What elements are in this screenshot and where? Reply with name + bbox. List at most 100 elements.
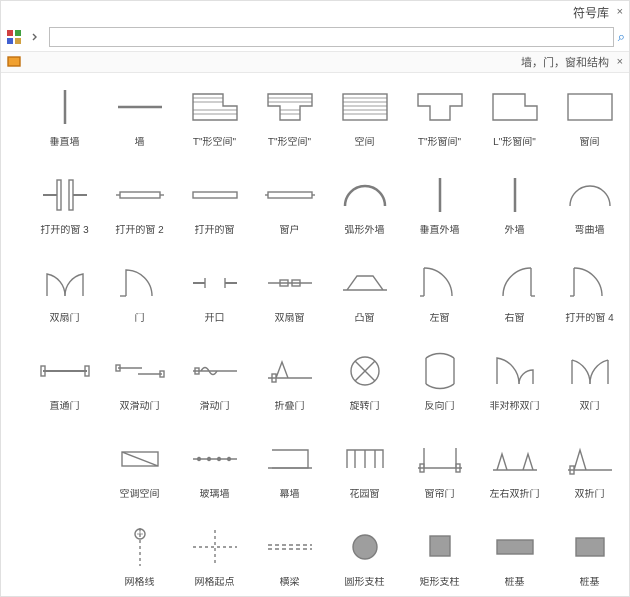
symbol-thumb <box>35 81 95 133</box>
symbol-label: 幕墙 <box>280 489 300 500</box>
symbol-asym-dbl[interactable]: 非对称双门 <box>477 341 552 429</box>
symbol-slide-door[interactable]: 滑动门 <box>177 341 252 429</box>
symbol-label: 双扇门 <box>50 313 80 324</box>
symbol-label: 花园窗 <box>350 489 380 500</box>
symbol-glass-wall[interactable]: 玻璃墙 <box>177 429 252 517</box>
symbol-dbl-fold[interactable]: 双折门 <box>552 429 627 517</box>
symbol-win-l[interactable]: 左窗 <box>402 253 477 341</box>
symbol-thumb <box>110 257 170 309</box>
symbol-rev-door[interactable]: 反向门 <box>402 341 477 429</box>
symbol-win-convex[interactable]: 凸窗 <box>327 253 402 341</box>
symbol-dbl-door2[interactable]: 双门 <box>552 341 627 429</box>
symbol-rot-door[interactable]: 旋转门 <box>327 341 402 429</box>
symbol-label: 弧形外墙 <box>345 225 385 236</box>
symbol-win-dbl[interactable]: 双扇窗 <box>252 253 327 341</box>
symbol-thumb <box>560 81 620 133</box>
symbol-arc-ext[interactable]: 弧形外墙 <box>327 165 402 253</box>
symbol-label: 双折门 <box>575 489 605 500</box>
symbol-thumb <box>185 345 245 397</box>
symbol-wall-vert[interactable]: 垂直墙 <box>27 77 102 165</box>
symbol-opening[interactable]: 开口 <box>177 253 252 341</box>
symbol-lr-dbl-fold[interactable]: 左右双折门 <box>477 429 552 517</box>
symbol-pile2[interactable]: 桩基 <box>477 517 552 596</box>
symbol-thumb <box>35 169 95 221</box>
symbol-win-open4[interactable]: 打开的窗 4 <box>552 253 627 341</box>
symbol-curtain[interactable]: 幕墙 <box>252 429 327 517</box>
symbol-label: 弯曲墙 <box>575 225 605 236</box>
close-category-button[interactable]: × <box>609 56 623 68</box>
symbol-thumb <box>110 433 170 485</box>
symbol-label: 窗间 <box>580 137 600 148</box>
symbol-win-open[interactable]: 打开的窗 <box>177 165 252 253</box>
symbol-door[interactable]: 门 <box>102 253 177 341</box>
symbol-curtain-door[interactable]: 窗帘门 <box>402 429 477 517</box>
symbol-label: 矩形支柱 <box>420 577 460 588</box>
symbol-thumb <box>260 257 320 309</box>
symbol-thumb <box>410 257 470 309</box>
symbol-label: 玻璃墙 <box>200 489 230 500</box>
symbol-label: 网格线 <box>125 577 155 588</box>
symbol-label: 打开的窗 <box>195 225 235 236</box>
symbol-circ-pile[interactable]: 圆形支柱 <box>327 517 402 596</box>
symbol-thumb <box>260 169 320 221</box>
symbol-pile[interactable]: 桩基 <box>552 517 627 596</box>
symbol-label: 左右双折门 <box>490 489 540 500</box>
symbol-sq-pile[interactable]: 矩形支柱 <box>402 517 477 596</box>
symbol-label: "T"形窗间 <box>418 137 461 148</box>
symbol-label: 左窗 <box>430 313 450 324</box>
symbol-label: 桩基 <box>580 577 600 588</box>
search-input[interactable] <box>49 27 614 47</box>
palette-icon[interactable] <box>5 28 23 46</box>
symbol-dbl-slide[interactable]: 双滑动门 <box>102 341 177 429</box>
symbol-win-r[interactable]: 右窗 <box>477 253 552 341</box>
symbol-label: 垂直外墙 <box>420 225 460 236</box>
symbol-label: 外墙 <box>505 225 525 236</box>
symbol-label: 双滑动门 <box>120 401 160 412</box>
symbol-void-space[interactable]: 空调空间 <box>102 429 177 517</box>
symbol-label: 直通门 <box>50 401 80 412</box>
symbol-thumb <box>410 433 470 485</box>
symbol-vert-ext[interactable]: 垂直外墙 <box>402 165 477 253</box>
symbol-label: 空间 <box>355 137 375 148</box>
symbol-wall-t[interactable]: "T"形窗间 <box>402 77 477 165</box>
symbol-thumb <box>335 169 395 221</box>
symbol-thumb <box>335 81 395 133</box>
symbol-thumb <box>110 169 170 221</box>
symbol-pass-door[interactable]: 直通门 <box>27 341 102 429</box>
symbol-label: 反向门 <box>425 401 455 412</box>
symbol-label: 桩基 <box>505 577 525 588</box>
symbol-thumb <box>485 257 545 309</box>
symbol-thumb <box>560 345 620 397</box>
symbol-grid-line[interactable]: 网格线 <box>102 517 177 596</box>
symbol-label: 横梁 <box>280 577 300 588</box>
symbol-ext-wall[interactable]: 外墙 <box>477 165 552 253</box>
symbol-thumb <box>335 257 395 309</box>
symbol-wall-t3[interactable]: "T"形空间 <box>177 77 252 165</box>
symbol-label: 窗帘门 <box>425 489 455 500</box>
symbol-win-open2[interactable]: 打开的窗 2 <box>102 165 177 253</box>
symbol-label: 非对称双门 <box>490 401 540 412</box>
symbol-wall-l[interactable]: "L"形窗间 <box>477 77 552 165</box>
symbol-wall-void[interactable]: 空间 <box>327 77 402 165</box>
category-label: 墙，门，窗和结构 <box>21 54 609 70</box>
symbol-dbl-door[interactable]: 双扇门 <box>27 253 102 341</box>
symbol-label: 双门 <box>580 401 600 412</box>
symbol-thumb <box>410 81 470 133</box>
symbol-label: 旋转门 <box>350 401 380 412</box>
symbol-beam[interactable]: 横梁 <box>252 517 327 596</box>
symbol-grid-pt[interactable]: 网格起点 <box>177 517 252 596</box>
symbol-thumb <box>335 345 395 397</box>
symbol-window[interactable]: 窗户 <box>252 165 327 253</box>
symbol-wall-rect[interactable]: 窗间 <box>552 77 627 165</box>
symbol-wall-t2[interactable]: "T"形空间 <box>252 77 327 165</box>
symbol-fold-door[interactable]: 折叠门 <box>252 341 327 429</box>
symbol-arc-win[interactable]: 弯曲墙 <box>552 165 627 253</box>
close-panel-button[interactable]: × <box>609 6 623 18</box>
search-icon[interactable]: ⌕ <box>618 29 625 45</box>
symbol-win-open3[interactable]: 打开的窗 3 <box>27 165 102 253</box>
symbol-thumb <box>185 81 245 133</box>
symbol-wall-seg[interactable]: 墙 <box>102 77 177 165</box>
dropdown-icon[interactable] <box>27 28 45 46</box>
symbol-label: 滑动门 <box>200 401 230 412</box>
symbol-garden-win[interactable]: 花园窗 <box>327 429 402 517</box>
